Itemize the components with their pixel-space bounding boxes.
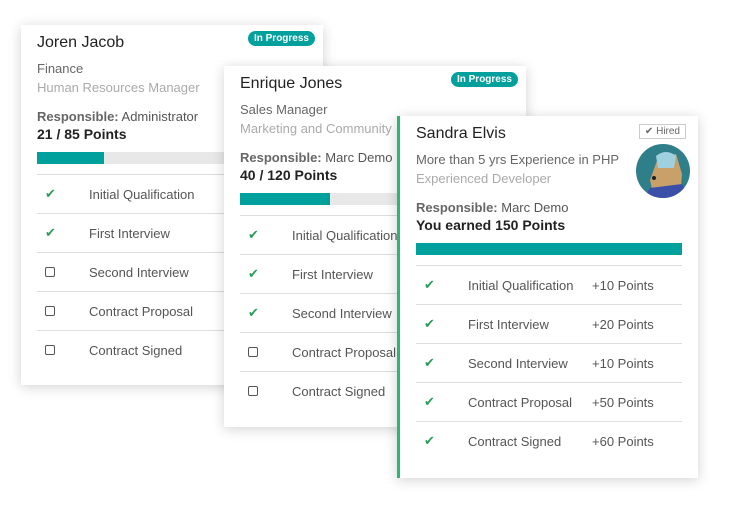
stage-row[interactable]: Contract Proposal bbox=[240, 332, 510, 371]
check-icon: ✔ bbox=[248, 227, 259, 242]
stage-label: Second Interview bbox=[89, 264, 189, 280]
stage-points: +10 Points bbox=[592, 277, 654, 293]
stage-list: ✔ Initial Qualification ✔ First Interview Se… bbox=[37, 174, 307, 369]
progress-fill bbox=[37, 152, 104, 164]
hired-badge: ✔ Hired bbox=[638, 124, 686, 139]
applicant-name[interactable]: Sandra Elvis bbox=[416, 125, 506, 142]
stage-row[interactable]: ✔ Initial Qualification +10 Points bbox=[416, 265, 682, 304]
checkbox-icon[interactable] bbox=[37, 343, 89, 358]
status-badge: In Progress bbox=[450, 72, 518, 87]
checkbox[interactable] bbox=[45, 344, 55, 355]
responsible: Responsible: Administrator bbox=[37, 109, 307, 124]
progress-fill bbox=[416, 243, 682, 255]
check-icon: ✔ bbox=[45, 186, 56, 201]
stage-row[interactable]: ✔ First Interview +20 Points bbox=[416, 304, 682, 343]
checkbox[interactable] bbox=[248, 385, 258, 396]
stage-label: Initial Qualification bbox=[89, 186, 195, 202]
stage-row[interactable]: ✔ First Interview bbox=[240, 254, 510, 293]
stage-row[interactable]: Second Interview bbox=[37, 252, 307, 291]
responsible-name: Marc Demo bbox=[325, 150, 393, 165]
stage-label: Initial Qualification bbox=[292, 227, 398, 243]
stage-row[interactable]: ✔ Initial Qualification bbox=[240, 215, 510, 254]
stage-label: First Interview bbox=[89, 225, 170, 241]
responsible-label: Responsible: bbox=[416, 200, 498, 215]
check-icon: ✔ bbox=[424, 394, 435, 409]
stage-row[interactable]: ✔ Contract Signed +60 Points bbox=[416, 421, 682, 460]
applicant-subtitle: Finance bbox=[37, 61, 84, 76]
responsible: Responsible: Marc Demo bbox=[416, 200, 682, 215]
applicant-subtitle: Sales Manager bbox=[240, 102, 328, 117]
stage-row[interactable]: ✔ First Interview bbox=[37, 213, 307, 252]
stage-row[interactable]: ✔ Second Interview bbox=[240, 293, 510, 332]
check-icon: ✔ bbox=[424, 355, 435, 370]
responsible: Responsible: Marc Demo bbox=[240, 150, 510, 165]
stage-points: +10 Points bbox=[592, 355, 654, 371]
stage-points: +20 Points bbox=[592, 316, 654, 332]
stage-row[interactable]: Contract Signed bbox=[37, 330, 307, 369]
stage-label: Second Interview bbox=[468, 355, 568, 371]
stage-label: Contract Proposal bbox=[89, 303, 194, 319]
responsible-label: Responsible: bbox=[37, 109, 119, 124]
applicant-job: Human Resources Manager bbox=[37, 80, 200, 95]
points-summary: 21 / 85 Points bbox=[37, 126, 127, 142]
checkbox-icon[interactable] bbox=[37, 304, 89, 319]
stage-label: Second Interview bbox=[292, 305, 392, 321]
stage-label: Contract Signed bbox=[292, 383, 386, 399]
check-icon: ✔ bbox=[424, 433, 435, 448]
stage-row[interactable]: Contract Signed bbox=[240, 371, 510, 410]
stage-label: Initial Qualification bbox=[468, 277, 574, 293]
checkbox[interactable] bbox=[45, 266, 55, 277]
stage-label: Contract Proposal bbox=[468, 394, 573, 410]
progress-bar bbox=[416, 243, 682, 255]
stage-label: First Interview bbox=[468, 316, 549, 332]
check-icon: ✔ bbox=[424, 277, 435, 292]
hired-label: Hired bbox=[656, 126, 680, 137]
checkbox[interactable] bbox=[45, 305, 55, 316]
stage-list: ✔ Initial Qualification +10 Points ✔ First I… bbox=[416, 265, 682, 460]
dog-avatar-icon bbox=[644, 152, 690, 198]
progress-fill bbox=[240, 193, 330, 205]
applicant-name[interactable]: Enrique Jones bbox=[240, 75, 343, 92]
stage-label: Contract Signed bbox=[468, 433, 562, 449]
applicant-job: Marketing and Community bbox=[240, 121, 392, 136]
check-icon: ✔ bbox=[248, 305, 259, 320]
responsible-name: Marc Demo bbox=[501, 200, 569, 215]
stage-points: +50 Points bbox=[592, 394, 654, 410]
check-icon: ✔ bbox=[45, 225, 56, 240]
check-icon: ✔ bbox=[248, 266, 259, 281]
applicant-job: Experienced Developer bbox=[416, 171, 552, 186]
stage-row[interactable]: ✔ Second Interview +10 Points bbox=[416, 343, 682, 382]
stage-label: First Interview bbox=[292, 266, 373, 282]
avatar bbox=[636, 144, 690, 198]
stage-list: ✔ Initial Qualification ✔ First Interview ✔ S… bbox=[240, 215, 510, 410]
checkbox[interactable] bbox=[248, 346, 258, 357]
checkbox-icon[interactable] bbox=[240, 384, 292, 399]
stage-row[interactable]: Contract Proposal bbox=[37, 291, 307, 330]
responsible-name: Administrator bbox=[121, 109, 199, 124]
applicant-card[interactable]: Sandra Elvis More than 5 yrs Experience i… bbox=[397, 116, 698, 478]
checkbox-icon[interactable] bbox=[240, 345, 292, 360]
applicant-name[interactable]: Joren Jacob bbox=[37, 34, 125, 51]
check-icon: ✔ bbox=[424, 316, 435, 331]
stage-label: Contract Signed bbox=[89, 342, 183, 358]
stage-row[interactable]: ✔ Initial Qualification bbox=[37, 174, 307, 213]
points-summary: You earned 150 Points bbox=[416, 217, 566, 233]
applicant-subtitle: More than 5 yrs Experience in PHP bbox=[416, 152, 620, 167]
status-badge: In Progress bbox=[247, 31, 315, 46]
responsible-label: Responsible: bbox=[240, 150, 322, 165]
stage-label: Contract Proposal bbox=[292, 344, 397, 360]
checkbox-icon[interactable] bbox=[37, 265, 89, 280]
stage-row[interactable]: ✔ Contract Proposal +50 Points bbox=[416, 382, 682, 421]
stage-points: +60 Points bbox=[592, 433, 654, 449]
points-summary: 40 / 120 Points bbox=[240, 167, 338, 183]
check-icon: ✔ bbox=[644, 126, 657, 137]
